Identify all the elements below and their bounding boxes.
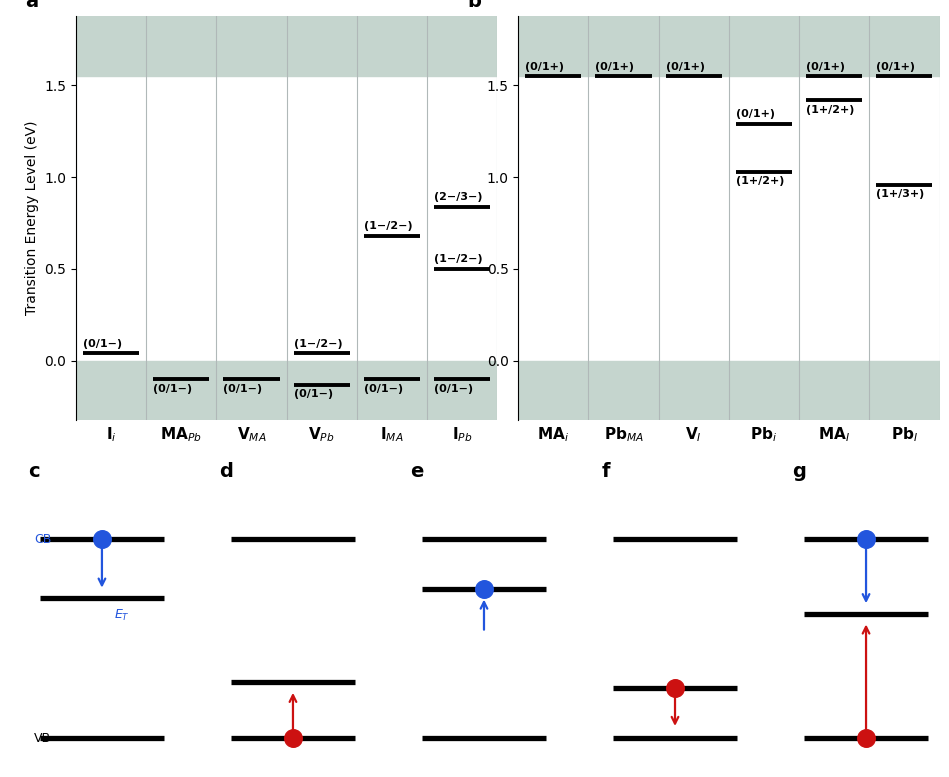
Text: (0/1+): (0/1+) bbox=[876, 61, 916, 71]
Text: d: d bbox=[219, 462, 233, 480]
Point bbox=[476, 583, 492, 595]
Text: a: a bbox=[26, 0, 39, 12]
Text: (0/1−): (0/1−) bbox=[363, 384, 403, 394]
Bar bbox=[76, 361, 497, 420]
Text: (1+/2+): (1+/2+) bbox=[735, 176, 784, 186]
Text: (0/1+): (0/1+) bbox=[665, 61, 705, 71]
Bar bbox=[518, 16, 940, 76]
Text: (0/1+): (0/1+) bbox=[735, 110, 775, 120]
Text: b: b bbox=[468, 0, 481, 12]
Text: (0/1−): (0/1−) bbox=[434, 384, 474, 394]
Point bbox=[94, 533, 109, 545]
Point bbox=[859, 732, 874, 744]
Text: f: f bbox=[602, 462, 610, 480]
Text: (1−/2−): (1−/2−) bbox=[434, 254, 483, 264]
Text: (0/1+): (0/1+) bbox=[595, 61, 635, 71]
Text: VB: VB bbox=[34, 732, 51, 744]
Text: (0/1−): (0/1−) bbox=[153, 384, 193, 394]
Text: (0/1+): (0/1+) bbox=[806, 61, 846, 71]
Text: e: e bbox=[411, 462, 424, 480]
Text: (1+/2+): (1+/2+) bbox=[806, 105, 854, 115]
Text: c: c bbox=[28, 462, 40, 480]
Text: g: g bbox=[792, 462, 807, 480]
Text: (2−/3−): (2−/3−) bbox=[434, 192, 482, 202]
Point bbox=[859, 533, 874, 545]
Text: (0/1+): (0/1+) bbox=[525, 61, 565, 71]
Bar bbox=[518, 361, 940, 420]
Text: CB: CB bbox=[34, 533, 52, 545]
Text: $E_T$: $E_T$ bbox=[114, 608, 129, 622]
Text: (0/1−): (0/1−) bbox=[293, 389, 333, 399]
Point bbox=[667, 682, 682, 695]
Text: (0/1−): (0/1−) bbox=[223, 384, 263, 394]
Point bbox=[286, 732, 301, 744]
Text: (1−/2−): (1−/2−) bbox=[363, 221, 413, 232]
Text: (0/1−): (0/1−) bbox=[83, 339, 122, 349]
Bar bbox=[76, 16, 497, 76]
Y-axis label: Transition Energy Level (eV): Transition Energy Level (eV) bbox=[25, 120, 39, 315]
Text: (1+/3+): (1+/3+) bbox=[876, 189, 924, 199]
Text: (1−/2−): (1−/2−) bbox=[293, 339, 343, 349]
